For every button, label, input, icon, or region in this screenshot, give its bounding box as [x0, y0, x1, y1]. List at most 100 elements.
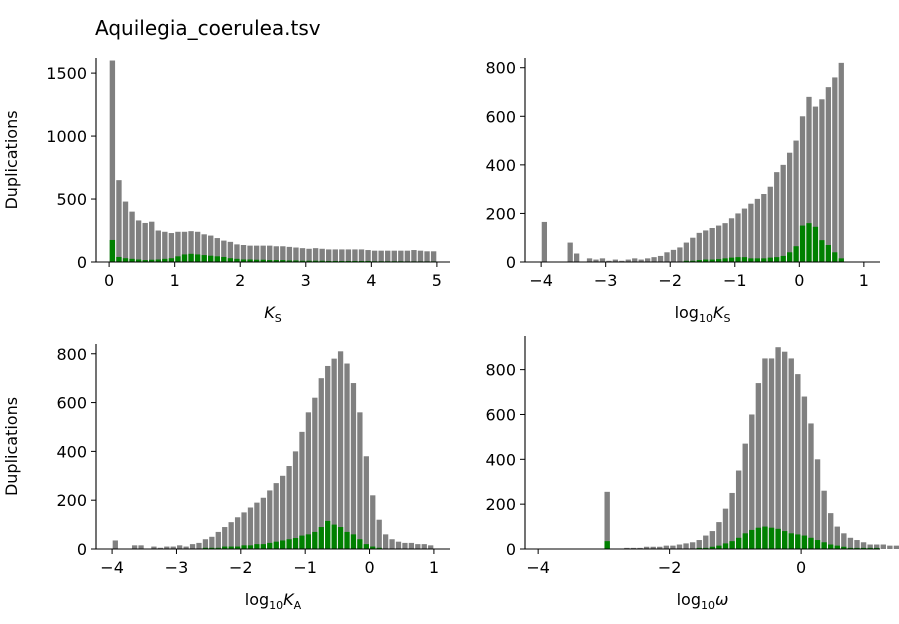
- histogram-bar: [696, 540, 702, 549]
- histogram-bar: [828, 544, 834, 549]
- histogram-bar: [267, 260, 273, 262]
- histogram-bar: [358, 249, 365, 262]
- histogram-bar: [286, 466, 292, 549]
- histogram-bar: [391, 250, 397, 262]
- histogram-bar: [604, 491, 610, 549]
- histogram-bar: [122, 201, 129, 262]
- histogram-bar: [748, 258, 754, 262]
- histogram-bar: [189, 544, 196, 549]
- histogram-bar: [709, 546, 716, 549]
- histogram-bar: [735, 257, 741, 262]
- histogram-bar: [767, 257, 773, 262]
- histogram-bar: [209, 547, 215, 549]
- histogram-bar: [696, 547, 702, 549]
- histogram-bar: [181, 254, 188, 262]
- histogram-bar: [832, 77, 838, 263]
- histogram-bar: [299, 248, 306, 262]
- histogram-bar: [821, 542, 827, 549]
- histogram-bar: [234, 244, 240, 262]
- histogram-bar: [586, 258, 593, 262]
- histogram-bar: [109, 239, 116, 262]
- histogram-bar: [129, 211, 135, 262]
- histogram-bar: [774, 172, 780, 262]
- histogram-bar: [735, 213, 741, 262]
- histogram-bar: [847, 537, 854, 549]
- histogram-bar: [175, 256, 181, 262]
- y-axis-title: Duplications: [2, 397, 21, 496]
- histogram-bar: [880, 544, 886, 549]
- histogram-bar: [201, 255, 207, 262]
- histogram-bar: [715, 259, 722, 262]
- x-tick-label: −3: [165, 558, 189, 577]
- histogram-bar: [151, 546, 157, 549]
- histogram-bar: [196, 542, 202, 549]
- y-tick-label: 200: [485, 495, 516, 514]
- histogram-bar: [749, 529, 755, 549]
- histogram-bar: [893, 545, 899, 549]
- histogram-bar: [663, 545, 670, 549]
- histogram-bar: [228, 522, 234, 549]
- x-axis-title-part: S: [723, 312, 730, 325]
- histogram-bar: [299, 535, 305, 549]
- x-tick-label: 5: [432, 271, 442, 290]
- x-axis-title-part: log: [677, 590, 701, 609]
- histogram-bar: [188, 231, 194, 262]
- y-tick-label: 600: [485, 107, 516, 126]
- histogram-bar: [644, 258, 651, 262]
- histogram-bar: [168, 258, 175, 262]
- histogram-bar: [286, 246, 293, 262]
- histogram-bar: [860, 547, 867, 549]
- y-tick-label: 600: [56, 394, 87, 413]
- histogram-bar: [214, 238, 220, 262]
- histogram-bar: [247, 545, 254, 549]
- histogram-bar: [722, 258, 728, 262]
- histogram-bar: [703, 535, 709, 549]
- x-axis-title-part: 10: [699, 312, 713, 325]
- histogram-bar: [135, 220, 142, 262]
- histogram-bar: [780, 255, 786, 262]
- x-tick-label: 1: [859, 271, 869, 290]
- histogram-bar: [755, 383, 762, 549]
- histogram-bar: [657, 546, 663, 549]
- histogram-bar: [650, 546, 656, 549]
- histogram-bar: [183, 546, 189, 549]
- histogram-bar: [781, 531, 788, 549]
- histogram-bar: [370, 546, 376, 549]
- histogram-bar: [286, 539, 292, 549]
- histogram-bar: [260, 245, 266, 262]
- histogram-bar: [177, 545, 183, 549]
- histogram-bar: [175, 231, 181, 262]
- histogram-bar: [767, 186, 773, 262]
- histogram-bar: [395, 541, 402, 549]
- histogram-bar: [716, 545, 722, 549]
- x-tick-label: −4: [529, 271, 553, 290]
- histogram-bar: [222, 527, 228, 549]
- histogram-bar: [690, 260, 696, 262]
- histogram-bar: [722, 223, 728, 262]
- histogram-bar: [775, 528, 781, 549]
- histogram-bar: [417, 250, 424, 262]
- y-tick-label: 400: [56, 442, 87, 461]
- histogram-bar: [593, 259, 599, 262]
- histogram-bar: [241, 545, 247, 549]
- histogram-bar: [142, 222, 148, 262]
- histogram-bar: [345, 249, 352, 262]
- x-axis-title-part: 10: [269, 599, 283, 612]
- histogram-bar: [109, 60, 116, 262]
- histogram-bar: [350, 534, 357, 549]
- x-axis-title: log10KS: [675, 303, 731, 325]
- histogram-bar: [612, 259, 619, 262]
- histogram-bar: [202, 547, 209, 549]
- histogram-bar: [371, 250, 378, 262]
- x-tick-label: 0: [796, 558, 806, 577]
- y-tick-label: 600: [485, 405, 516, 424]
- histogram-bar: [793, 246, 799, 262]
- histogram-bar: [164, 546, 170, 549]
- y-tick-label: 500: [56, 190, 87, 209]
- y-tick-label: 1500: [46, 64, 87, 83]
- histogram-bar: [683, 242, 690, 262]
- histogram-bar: [676, 544, 683, 549]
- histogram-bar: [709, 228, 715, 262]
- histogram-bar: [135, 259, 142, 262]
- histogram-bar: [841, 533, 847, 549]
